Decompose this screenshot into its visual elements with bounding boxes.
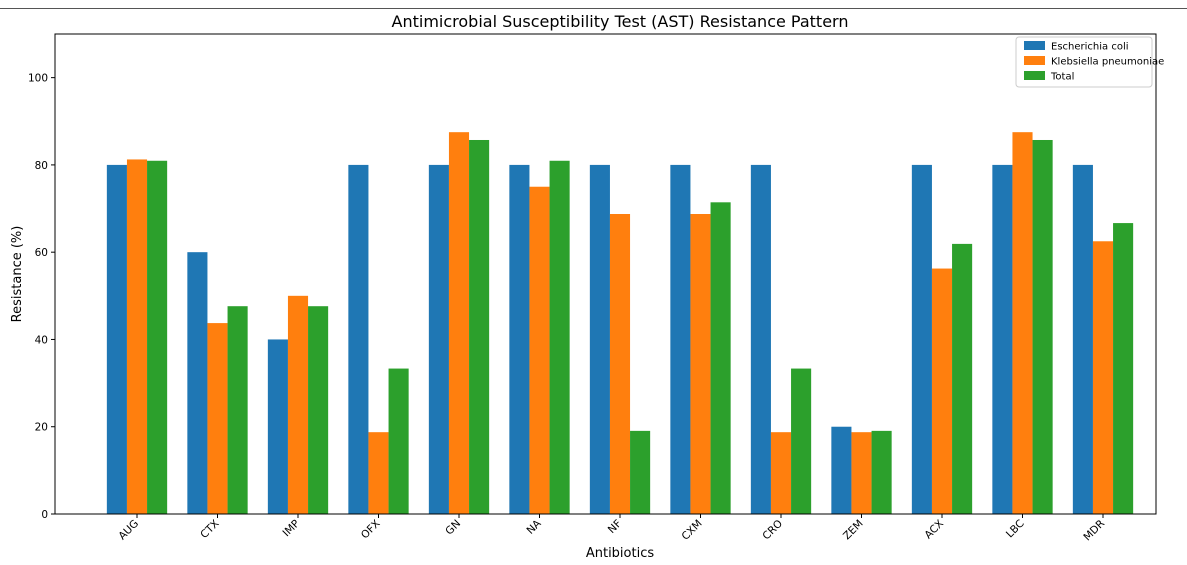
legend-swatch-0 bbox=[1024, 41, 1045, 50]
bar-zem-series-2 bbox=[871, 430, 892, 514]
bar-acx-series-2 bbox=[952, 243, 973, 514]
x-axis: AUG CTX IMP OFX GN NA NF CXM CRO ZEM ACX LBC MDR bbox=[116, 514, 1107, 543]
x-tick-label-na: NA bbox=[524, 517, 544, 537]
bar-mdr-series-0 bbox=[1072, 164, 1093, 514]
x-tick-label-acx: ACX bbox=[922, 518, 946, 542]
bar-nf-series-0 bbox=[589, 164, 610, 514]
legend-frame bbox=[1015, 36, 1153, 88]
bar-cro-series-2 bbox=[791, 368, 812, 514]
x-tick-label-imp: IMP bbox=[281, 518, 303, 540]
y-tick-label: 40 bbox=[35, 334, 48, 346]
bar-ofx-series-1 bbox=[368, 432, 389, 514]
x-tick-label-nf: NF bbox=[606, 518, 624, 536]
y-tick-label: 100 bbox=[28, 73, 48, 85]
legend-label-2: Total bbox=[1050, 72, 1074, 83]
bar-cro-series-0 bbox=[750, 164, 771, 514]
x-tick-label-zem: ZEM bbox=[841, 518, 866, 543]
bar-aug-series-0 bbox=[106, 164, 127, 514]
x-tick-label-gn: GN bbox=[443, 518, 463, 538]
bar-ctx-series-1 bbox=[207, 323, 228, 514]
bar-aug-series-1 bbox=[126, 159, 148, 514]
bar-gn-series-1 bbox=[448, 132, 470, 514]
legend-label-0: Escherichia coli bbox=[1051, 42, 1129, 53]
legend-label-1: Klebsiella pneumoniae bbox=[1051, 57, 1164, 68]
plot-frame bbox=[54, 33, 1157, 515]
bars-layer bbox=[106, 132, 1134, 515]
y-tick-label: 0 bbox=[41, 509, 48, 521]
bar-ofx-series-0 bbox=[348, 164, 369, 514]
bar-na-series-2 bbox=[549, 160, 570, 514]
bar-gn-series-2 bbox=[469, 139, 490, 515]
bar-nf-series-1 bbox=[609, 214, 631, 514]
bar-mdr-series-2 bbox=[1113, 223, 1134, 514]
x-tick-label-lbc: LBC bbox=[1004, 518, 1027, 541]
bar-acx-series-1 bbox=[931, 268, 953, 514]
bar-na-series-1 bbox=[529, 186, 550, 515]
bar-lbc-series-2 bbox=[1032, 139, 1053, 515]
bar-imp-series-0 bbox=[267, 339, 288, 514]
bar-mdr-series-1 bbox=[1092, 241, 1114, 514]
bar-na-series-0 bbox=[509, 164, 530, 514]
x-tick-label-ofx: OFX bbox=[359, 518, 383, 542]
x-tick-label-ctx: CTX bbox=[198, 518, 221, 541]
chart-title: Antimicrobial Susceptibility Test (AST) … bbox=[392, 12, 849, 31]
x-axis-label: Antibiotics bbox=[586, 546, 655, 561]
x-tick-label-aug: AUG bbox=[116, 518, 141, 543]
bar-cxm-series-2 bbox=[710, 202, 731, 514]
legend: Escherichia coli Klebsiella pneumoniae Tot… bbox=[1015, 36, 1164, 88]
bar-gn-series-0 bbox=[428, 164, 449, 514]
bar-cxm-series-1 bbox=[690, 214, 711, 514]
y-tick-label: 80 bbox=[35, 160, 48, 172]
bar-imp-series-1 bbox=[287, 295, 309, 514]
y-tick-label: 60 bbox=[35, 247, 48, 259]
y-axis: 0 20 40 60 80 100 bbox=[28, 73, 55, 521]
bar-ctx-series-0 bbox=[187, 252, 208, 514]
x-tick-label-cro: CRO bbox=[760, 518, 785, 543]
bar-acx-series-0 bbox=[911, 164, 932, 514]
bar-aug-series-2 bbox=[147, 160, 168, 514]
legend-swatch-2 bbox=[1024, 71, 1045, 80]
bar-imp-series-2 bbox=[308, 306, 329, 514]
bar-ctx-series-2 bbox=[227, 306, 248, 514]
bar-zem-series-1 bbox=[851, 432, 872, 514]
bar-lbc-series-1 bbox=[1012, 132, 1033, 514]
bar-cxm-series-0 bbox=[670, 164, 691, 514]
legend-swatch-1 bbox=[1024, 56, 1045, 65]
y-axis-label: Resistance (%) bbox=[10, 226, 25, 323]
x-tick-label-mdr: MDR bbox=[1081, 518, 1107, 544]
bar-cro-series-1 bbox=[770, 432, 792, 514]
bar-lbc-series-0 bbox=[992, 164, 1013, 514]
bar-ofx-series-2 bbox=[388, 368, 409, 514]
y-tick-label: 20 bbox=[35, 422, 48, 434]
bar-nf-series-2 bbox=[630, 430, 651, 514]
x-tick-label-cxm: CXM bbox=[679, 518, 704, 543]
top-rule bbox=[0, 8, 1187, 9]
bar-zem-series-0 bbox=[831, 426, 852, 514]
